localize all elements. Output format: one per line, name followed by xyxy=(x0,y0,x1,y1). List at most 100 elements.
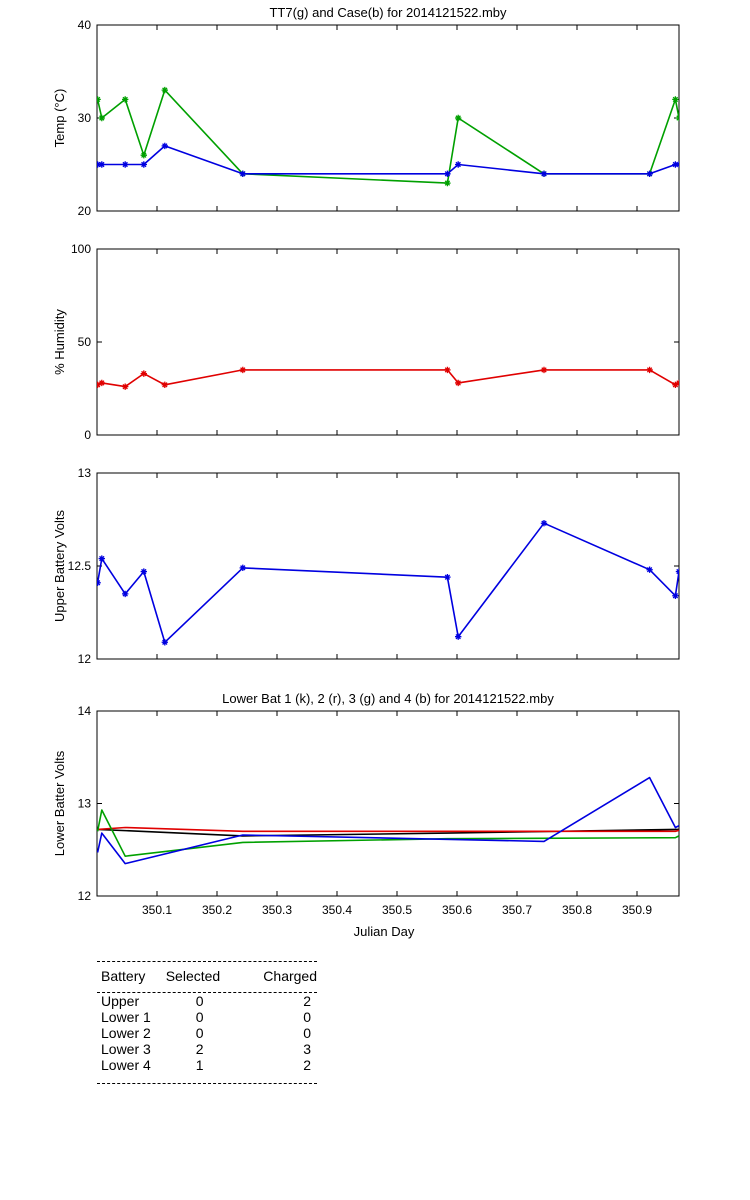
table-row: Lower 4 1 2 xyxy=(97,1057,317,1083)
series-line xyxy=(97,809,679,857)
data-point xyxy=(646,566,653,573)
battery-selected: 0 xyxy=(195,1025,204,1041)
data-point xyxy=(98,379,105,387)
data-point xyxy=(646,170,653,177)
y-tick-label: 0 xyxy=(84,428,91,442)
table-row: Lower 2 0 0 xyxy=(97,1025,317,1041)
battery-charged: 2 xyxy=(303,1057,312,1073)
battery-selected: 1 xyxy=(195,1057,204,1073)
data-point xyxy=(122,96,129,103)
data-point xyxy=(672,381,679,388)
battery-name: Lower 2 xyxy=(101,1025,151,1041)
table-row: Lower 1 0 0 xyxy=(97,1009,317,1025)
x-tick-label: 350.9 xyxy=(622,903,652,917)
y-tick-label: 20 xyxy=(78,204,92,218)
series-line xyxy=(97,89,679,184)
data-point xyxy=(540,366,548,374)
data-point xyxy=(540,520,548,527)
header-selected: Selected xyxy=(165,968,221,984)
battery-selected: 2 xyxy=(195,1041,204,1057)
data-point xyxy=(140,370,147,377)
x-tick-label: 350.4 xyxy=(322,903,352,917)
data-point xyxy=(161,381,168,388)
battery-charged: 0 xyxy=(303,1009,312,1025)
y-axis-label: Temp (°C) xyxy=(52,89,67,148)
data-point xyxy=(444,366,451,374)
x-tick-label: 350.5 xyxy=(382,903,412,917)
table-row: Lower 3 2 3 xyxy=(97,1041,317,1057)
data-point xyxy=(97,161,101,168)
header-battery: Battery xyxy=(101,968,146,984)
series-1 xyxy=(97,520,679,646)
plot-area xyxy=(96,248,680,436)
y-tick-label: 14 xyxy=(78,704,92,718)
y-tick-label: 12.5 xyxy=(68,559,92,573)
data-point xyxy=(122,383,129,390)
data-point xyxy=(122,161,129,168)
data-point xyxy=(455,633,462,640)
series-2 xyxy=(97,826,679,833)
data-point xyxy=(97,381,101,388)
data-point xyxy=(140,568,147,575)
y-axis-label: Upper Battery Volts xyxy=(52,510,67,622)
chart-panel-4: 12 13 14 350.1 350.2 350.3 350.4 350.5 350.6 350.… xyxy=(52,691,680,939)
y-tick-label: 13 xyxy=(78,797,92,811)
series-3 xyxy=(97,809,679,857)
data-point xyxy=(672,96,679,103)
data-point xyxy=(161,142,168,150)
battery-charged: 2 xyxy=(303,993,312,1009)
y-axis-label: Lower Batter Volts xyxy=(52,750,67,856)
series-1 xyxy=(97,828,679,837)
x-tick-label: 350.7 xyxy=(502,903,532,917)
battery-name: Upper xyxy=(101,993,140,1009)
data-point xyxy=(455,379,462,387)
battery-charged: 3 xyxy=(303,1041,312,1057)
plot-area xyxy=(96,472,680,660)
table-rule-bottom xyxy=(97,1083,317,1084)
data-point xyxy=(161,639,168,646)
y-tick-label: 50 xyxy=(78,335,92,349)
x-tick-label: 350.2 xyxy=(202,903,232,917)
plot-area xyxy=(96,710,680,897)
series-2 xyxy=(97,142,679,177)
chart-panel-2: 0 50 100 % Humidity xyxy=(52,242,680,442)
x-tick-label: 350.3 xyxy=(262,903,292,917)
data-point xyxy=(239,170,246,177)
table-row: Upper 0 2 xyxy=(97,993,317,1009)
table-header-row: Battery Selected Charged xyxy=(97,962,317,992)
y-tick-label: 40 xyxy=(78,18,92,32)
x-tick-label: 350.1 xyxy=(142,903,172,917)
series-4 xyxy=(97,776,679,865)
battery-table: Battery Selected Charged Upper 0 2 Lower… xyxy=(97,961,317,1084)
data-point xyxy=(97,579,101,586)
header-charged: Charged xyxy=(263,968,317,984)
data-point xyxy=(675,568,679,575)
data-point xyxy=(98,114,105,122)
chart-title: TT7(g) and Case(b) for 2014121522.mby xyxy=(269,5,507,20)
series-1 xyxy=(97,86,679,187)
data-point xyxy=(239,564,246,572)
table-rule-top xyxy=(97,961,317,962)
chart-panel-1: 20 30 40 TT7(g) and Case(b) for 2014121522.… xyxy=(52,5,680,218)
data-point xyxy=(444,573,451,581)
y-tick-label: 12 xyxy=(78,889,92,903)
y-tick-label: 30 xyxy=(78,111,92,125)
data-point xyxy=(672,161,679,168)
battery-selected: 0 xyxy=(195,1009,204,1025)
series-line xyxy=(97,145,679,175)
battery-charged: 0 xyxy=(303,1025,312,1041)
chart-panel-3: 12 12.5 13 Upper Battery Volts xyxy=(52,466,680,666)
y-axis-label: % Humidity xyxy=(52,309,67,375)
battery-name: Lower 1 xyxy=(101,1009,151,1025)
battery-name: Lower 4 xyxy=(101,1057,151,1073)
table-rule-mid xyxy=(97,992,317,993)
y-tick-label: 100 xyxy=(71,242,91,256)
y-tick-label: 12 xyxy=(78,652,92,666)
data-point xyxy=(646,366,653,374)
plot-area xyxy=(96,24,680,212)
data-point xyxy=(675,161,679,168)
data-point xyxy=(122,590,129,598)
series-line xyxy=(97,826,679,833)
data-point xyxy=(455,161,462,168)
